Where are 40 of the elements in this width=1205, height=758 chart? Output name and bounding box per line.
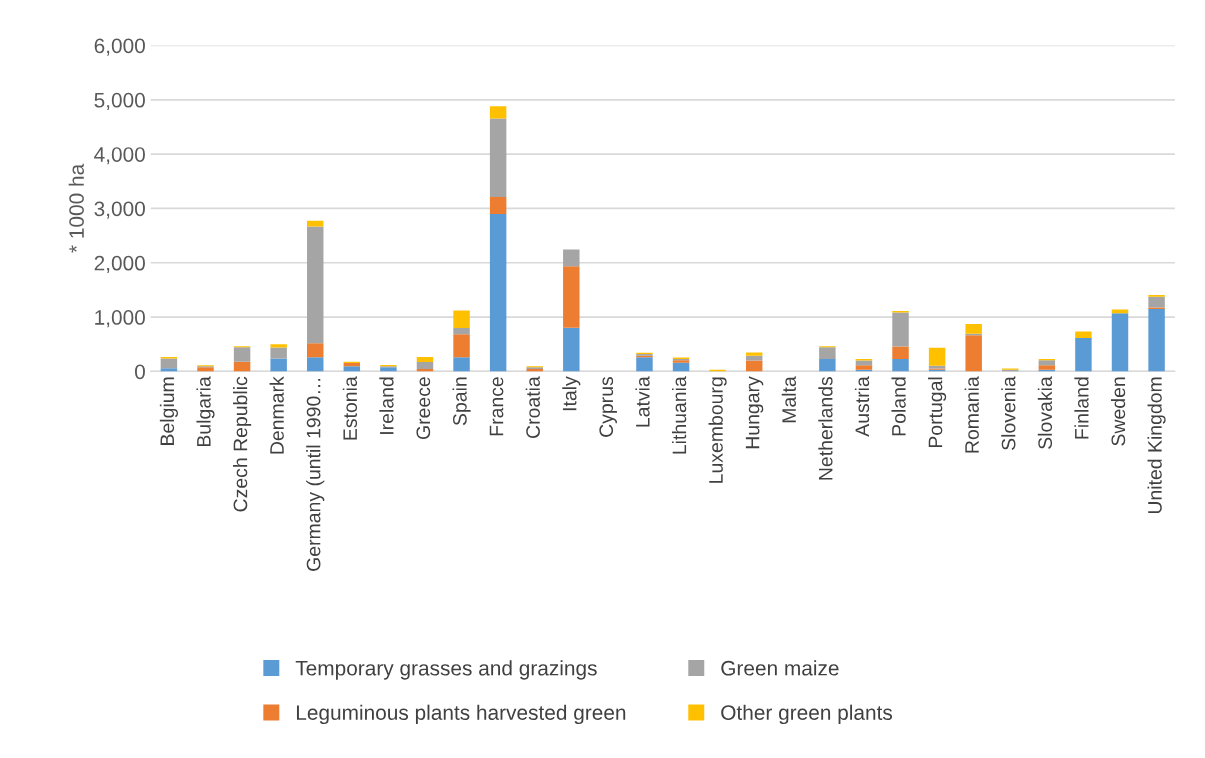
y-axis-title: * 1000 ha: [68, 163, 84, 253]
x-tick-label: Germany (until 1990…: [306, 378, 325, 571]
x-tick-label: Romania: [964, 376, 979, 453]
x-tick-label: Poland: [891, 377, 906, 436]
legend-label: Temporary grasses and grazings: [295, 660, 597, 680]
x-tick-label: Croatia: [525, 376, 540, 438]
y-tick-label: 2,000: [94, 255, 145, 273]
x-tick-label: Malta: [781, 376, 796, 423]
x-tick-label: Sweden: [1110, 377, 1126, 446]
legend-label: Other green plants: [721, 704, 893, 725]
y-tick-label: 3,000: [94, 201, 145, 219]
x-tick-label: Netherlands: [818, 376, 833, 480]
x-tick-label: France: [489, 377, 504, 436]
x-tick-label: Portugal: [928, 377, 947, 448]
legend-label: Green maize: [721, 660, 839, 676]
x-tick-label: Cyprus: [599, 376, 617, 437]
y-tick-label: 1,000: [95, 310, 145, 328]
x-tick-label: Czech Republic: [233, 376, 252, 512]
x-tick-label: Austria: [854, 376, 870, 437]
x-tick-label: Finland: [1074, 377, 1089, 439]
legend-label: Leguminous plants harvested green: [296, 704, 626, 725]
y-tick-label: 4,000: [94, 147, 145, 165]
x-tick-label: Denmark: [269, 376, 284, 454]
x-tick-label: Ireland: [379, 377, 394, 434]
y-tick-label: 6,000: [94, 38, 145, 56]
x-tick-label: Greece: [416, 377, 431, 440]
x-tick-label: Latvia: [635, 376, 650, 427]
x-tick-label: Slovakia: [1037, 376, 1053, 449]
x-tick-label: Hungary: [745, 376, 764, 449]
y-tick-label: 5,000: [94, 92, 145, 111]
x-tick-label: Bulgaria: [196, 376, 215, 447]
x-tick-label: Lithuania: [671, 376, 687, 454]
x-tick-label: Spain: [452, 377, 471, 426]
x-tick-label: Italy: [562, 376, 581, 411]
y-tick-label: 0: [134, 364, 145, 380]
x-tick-label: Luxembourg: [708, 377, 727, 483]
x-tick-label: United Kingdom: [1147, 377, 1166, 514]
x-tick-label: Estonia: [342, 376, 358, 440]
x-tick-label: Belgium: [159, 377, 178, 445]
x-tick-label: Slovenia: [1001, 376, 1016, 450]
